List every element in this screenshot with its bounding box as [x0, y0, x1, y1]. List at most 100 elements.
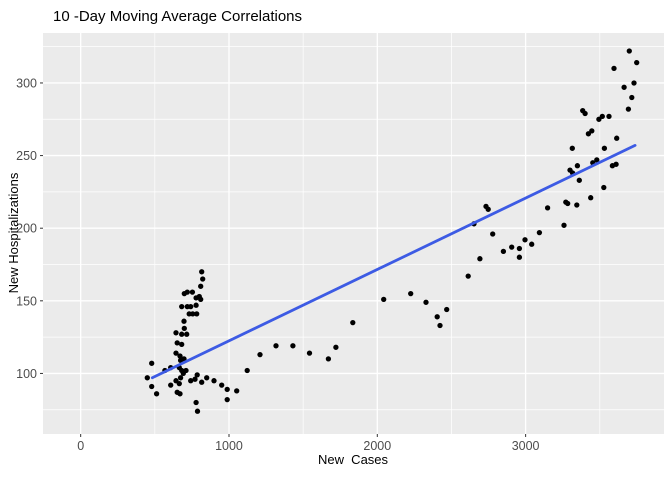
data-point — [574, 202, 580, 208]
data-point — [144, 375, 150, 381]
data-point — [611, 65, 617, 72]
data-point — [149, 383, 155, 390]
data-point — [306, 350, 313, 356]
data-point — [599, 113, 605, 120]
data-point — [211, 378, 217, 384]
data-point — [561, 222, 567, 228]
data-point — [569, 145, 575, 151]
data-point — [536, 229, 543, 236]
data-point — [490, 231, 496, 237]
data-point — [244, 367, 250, 374]
y-axis-tick-labels: 100 150 200 250 300 — [16, 76, 37, 380]
x-tick-label: 2000 — [363, 439, 391, 453]
data-point — [173, 330, 179, 336]
data-point — [198, 283, 204, 289]
y-tick-label: 200 — [16, 222, 37, 236]
data-point — [574, 163, 581, 169]
data-point — [194, 311, 200, 317]
data-point — [200, 276, 206, 282]
data-point — [199, 269, 205, 275]
data-point — [634, 59, 640, 66]
data-point — [423, 299, 429, 305]
x-axis-tick-labels: 0 1000 2000 3000 — [77, 439, 539, 453]
data-point — [381, 296, 387, 303]
major-gridlines — [43, 33, 664, 434]
data-point — [333, 344, 339, 350]
data-point — [606, 113, 612, 120]
data-point — [516, 254, 523, 260]
data-point — [477, 256, 483, 262]
data-point — [168, 382, 174, 388]
data-point — [173, 350, 179, 356]
data-point — [529, 241, 535, 247]
data-point — [181, 318, 187, 324]
y-tick-label: 250 — [16, 149, 37, 163]
plot-panel — [43, 33, 664, 434]
data-point — [290, 343, 296, 349]
data-point — [184, 289, 190, 295]
x-tick-label: 3000 — [512, 439, 540, 453]
x-axis-title: New Cases — [318, 452, 389, 467]
data-point — [190, 311, 196, 317]
data-point — [224, 386, 230, 393]
data-point — [179, 331, 185, 337]
data-point — [194, 408, 201, 414]
data-point — [204, 375, 210, 381]
data-point — [465, 273, 471, 279]
data-point — [177, 375, 184, 381]
data-point — [444, 306, 450, 313]
data-point — [199, 379, 205, 385]
data-point — [176, 380, 182, 387]
data-point — [485, 206, 491, 212]
data-point — [631, 80, 637, 86]
data-point — [601, 184, 607, 191]
data-point — [621, 84, 627, 90]
data-point — [188, 303, 194, 310]
data-point — [522, 237, 528, 243]
data-point — [601, 145, 608, 151]
axis-tick-marks — [40, 82, 527, 437]
data-point — [177, 391, 183, 397]
data-point — [625, 106, 632, 112]
data-point — [544, 205, 551, 211]
data-point — [192, 376, 198, 382]
data-point — [188, 378, 194, 384]
data-point — [325, 356, 332, 362]
x-tick-label: 0 — [77, 439, 84, 453]
data-point — [194, 372, 200, 378]
data-point — [408, 290, 414, 297]
data-point — [174, 340, 180, 346]
data-point — [509, 244, 515, 250]
data-point — [193, 399, 199, 406]
data-point — [594, 157, 600, 163]
data-point — [614, 135, 620, 141]
data-point — [516, 245, 523, 252]
data-point — [629, 94, 635, 101]
data-point — [224, 396, 230, 403]
data-point — [434, 314, 440, 320]
data-point — [565, 200, 571, 207]
data-point — [181, 356, 187, 362]
data-point — [613, 161, 619, 167]
data-point — [189, 289, 196, 295]
minor-gridlines — [43, 33, 664, 434]
data-point — [183, 367, 189, 374]
data-point — [149, 360, 155, 366]
data-point — [219, 382, 225, 388]
data-point — [184, 331, 190, 337]
data-point — [177, 353, 183, 359]
y-tick-label: 150 — [16, 294, 37, 308]
y-tick-label: 300 — [16, 76, 37, 90]
data-point — [234, 388, 240, 394]
data-point — [179, 303, 185, 310]
data-point — [198, 296, 204, 303]
data-point — [437, 322, 443, 329]
data-point — [179, 341, 185, 348]
data-point — [153, 391, 160, 397]
plot-title: 10 -Day Moving Average Correlations — [53, 8, 302, 25]
data-point — [500, 248, 507, 255]
trend-line — [150, 144, 637, 380]
data-point — [181, 325, 187, 332]
data-point — [273, 343, 279, 349]
